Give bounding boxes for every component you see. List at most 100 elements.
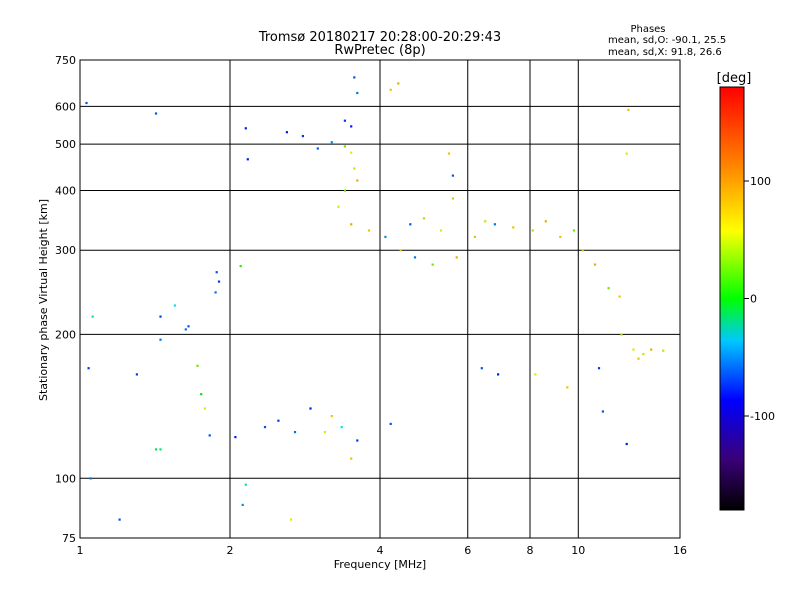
echo-point: [350, 125, 353, 128]
echo-point: [642, 353, 645, 356]
echo-point: [330, 415, 333, 418]
echo-point: [451, 174, 454, 177]
echo-point: [217, 280, 221, 283]
echo-point: [159, 315, 162, 318]
colorbar-tick-label: 100: [750, 175, 771, 188]
x-tick-label: 10: [571, 544, 585, 557]
echo-point: [566, 386, 569, 389]
echo-point: [196, 364, 199, 367]
echo-point: [627, 108, 630, 111]
echo-point: [173, 304, 176, 307]
x-tick-label: 16: [673, 544, 687, 557]
echo-point: [159, 448, 162, 451]
chart-subtitle: RwPretec (8p): [334, 43, 425, 58]
echo-point: [353, 167, 356, 170]
echo-point: [215, 271, 218, 274]
echo-point: [544, 220, 547, 223]
y-tick-label: 500: [55, 138, 76, 151]
echo-point: [337, 205, 340, 208]
echo-point: [330, 141, 333, 144]
echo-point: [85, 101, 88, 105]
echo-point: [625, 442, 628, 446]
echo-point: [455, 256, 458, 259]
echo-point: [409, 223, 412, 226]
y-tick-label: 200: [55, 328, 76, 341]
echo-point: [350, 223, 353, 226]
echo-point: [451, 197, 454, 200]
echo-point: [581, 249, 584, 252]
echo-point: [497, 373, 500, 376]
plot-frame: [79, 59, 681, 539]
echo-point: [389, 422, 392, 425]
echo-point: [293, 431, 297, 434]
echo-point: [246, 158, 249, 161]
echo-point: [399, 249, 402, 252]
echo-point: [214, 291, 217, 294]
echo-point: [559, 235, 562, 238]
colorbar-tick-label: 0: [750, 293, 757, 306]
echo-point: [91, 315, 94, 318]
x-axis-label: Frequency [MHz]: [334, 558, 426, 571]
stats-heading: Phases: [630, 24, 665, 35]
echo-point: [531, 229, 534, 232]
echo-point: [263, 426, 267, 429]
y-tick-label: 750: [55, 54, 76, 67]
x-tick-label: 1: [77, 544, 84, 557]
echo-point: [289, 518, 293, 521]
echo-point: [662, 349, 665, 352]
y-tick-label: 75: [62, 532, 76, 545]
x-tick-labels: 1 2 4 6 8 10 16: [77, 544, 688, 557]
colorbar-ticks: 100 0 -100: [744, 175, 775, 423]
echo-point: [367, 229, 371, 232]
echo-point: [493, 223, 496, 226]
echo-point: [353, 76, 356, 79]
echo-point: [234, 436, 237, 439]
echo-point: [343, 145, 346, 148]
echo-point: [89, 477, 92, 480]
echo-point: [422, 217, 426, 220]
echo-point: [316, 147, 319, 150]
echo-point: [601, 410, 604, 413]
echo-point: [447, 152, 451, 155]
echo-point: [208, 434, 211, 437]
echo-point: [650, 348, 653, 351]
y-tick-label: 600: [55, 100, 76, 113]
stats-x-line: mean, sd,X: 91.8, 26.6: [608, 47, 722, 58]
echo-point: [597, 367, 601, 370]
stats-o-line: mean, sd,O: -90.1, 25.5: [608, 35, 726, 46]
echo-point: [135, 373, 138, 376]
echo-point: [572, 229, 576, 232]
echo-point: [154, 112, 158, 115]
echo-point: [350, 457, 353, 460]
y-axis-label: Stationary phase Virtual Height [km]: [37, 199, 50, 401]
echo-point: [244, 483, 247, 486]
echo-point: [484, 220, 487, 223]
echo-point: [285, 131, 288, 134]
chart-title: Tromsø 20180217 20:28:00-20:29:43: [258, 30, 501, 45]
echo-point: [637, 357, 640, 360]
echo-point: [203, 407, 206, 410]
echo-point: [473, 235, 476, 238]
echo-point: [607, 287, 610, 290]
echo-point: [241, 503, 244, 506]
y-tick-labels: 75 100 200 300 400 500 600 750: [55, 54, 76, 545]
echo-point: [625, 152, 628, 155]
echo-point: [620, 333, 623, 336]
colorbar-label: [deg]: [717, 71, 752, 86]
x-tick-label: 2: [227, 544, 234, 557]
echo-point: [618, 295, 621, 298]
echo-point: [431, 263, 434, 266]
echo-point: [277, 419, 280, 422]
echo-point: [384, 235, 387, 238]
echo-point: [187, 325, 190, 328]
echo-point: [350, 151, 353, 154]
colorbar-tick-label: -100: [750, 410, 775, 423]
echo-point: [340, 426, 343, 429]
colorbar: [719, 86, 745, 511]
echo-point: [301, 135, 304, 138]
echo-point: [534, 373, 537, 376]
x-tick-label: 6: [464, 544, 471, 557]
echo-point: [244, 127, 247, 130]
echo-point: [512, 226, 515, 229]
